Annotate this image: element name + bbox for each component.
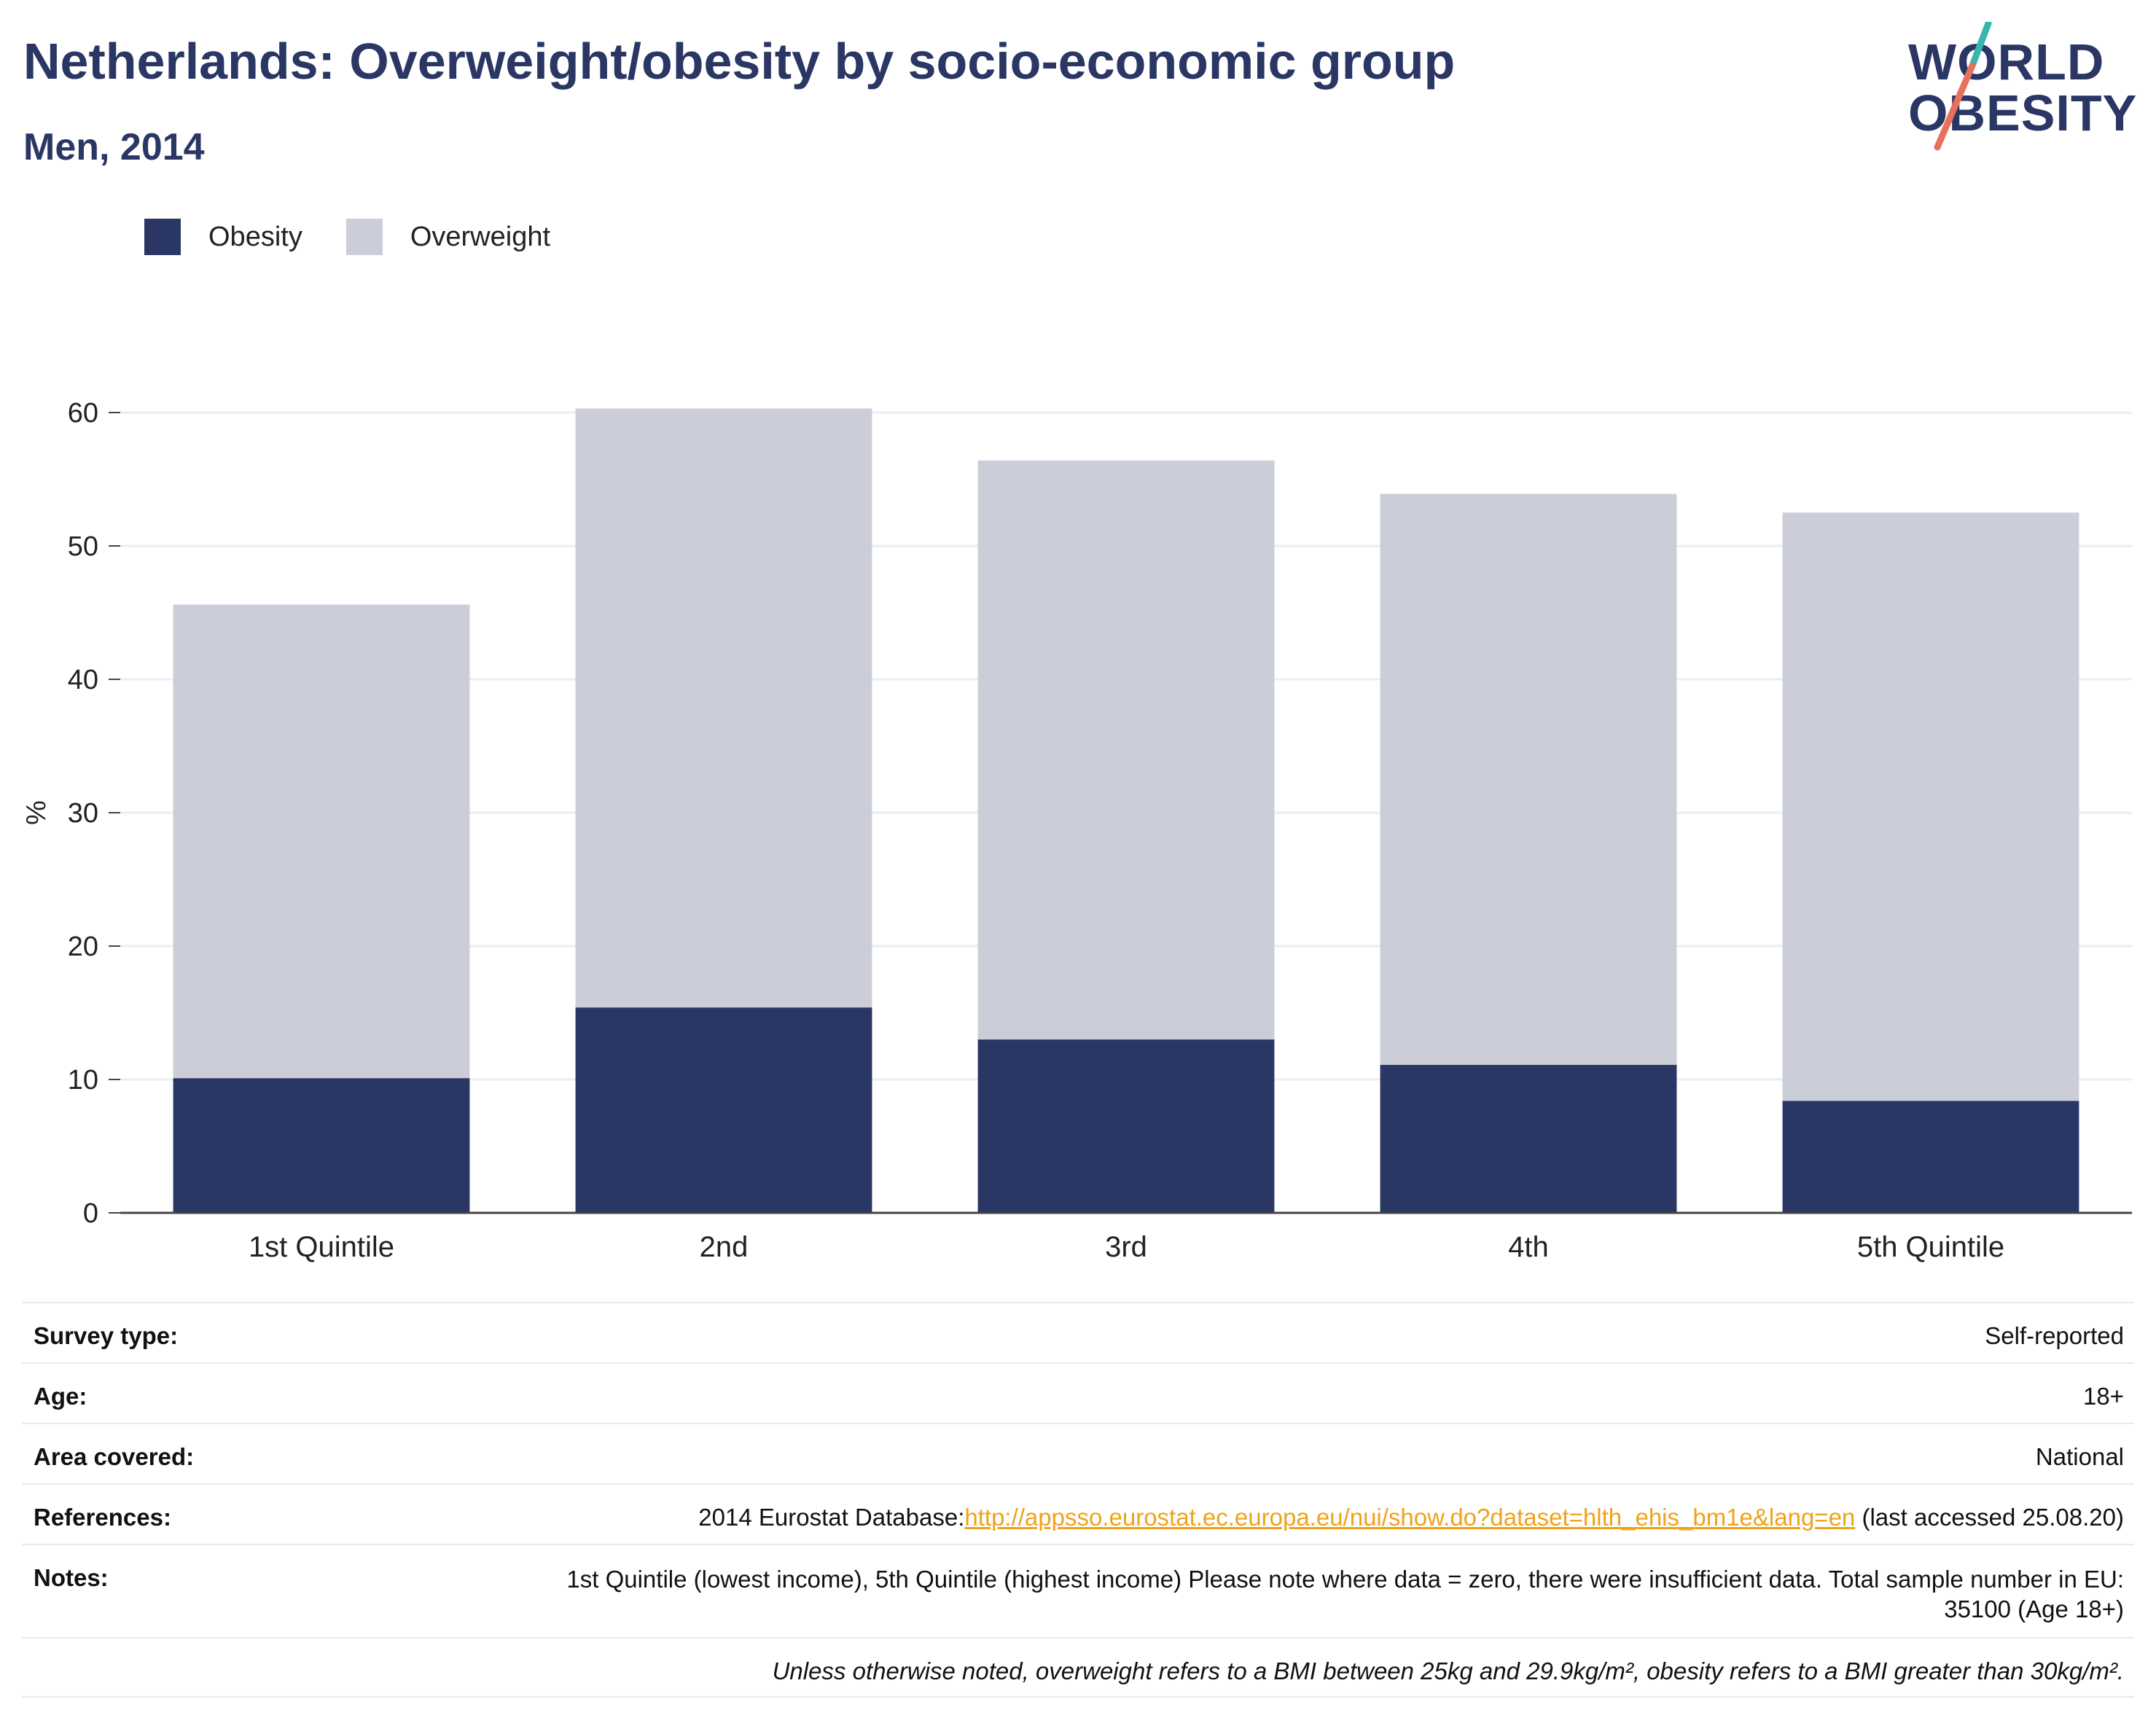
age-value: 18+	[2083, 1383, 2124, 1410]
chart-legend: Obesity Overweight	[144, 215, 594, 259]
bar-overweight-2[interactable]	[575, 408, 872, 1008]
bar-obesity-1[interactable]	[173, 1078, 470, 1213]
info-row-survey-type: Survey type: Self-reported	[22, 1302, 2134, 1362]
y-tick-label: 10	[68, 1065, 98, 1096]
references-label: References:	[34, 1504, 171, 1531]
y-tick-label: 0	[83, 1198, 98, 1229]
x-tick-label: 4th	[1508, 1231, 1549, 1263]
bar-overweight-3[interactable]	[977, 460, 1275, 1040]
y-tick-label: 30	[68, 798, 98, 829]
bar-obesity-2[interactable]	[575, 1007, 872, 1213]
chart-title: Netherlands: Overweight/obesity by socio…	[23, 33, 1456, 90]
x-tick-label: 1st Quintile	[249, 1231, 394, 1263]
world-obesity-logo: WORLD OBESITY	[1901, 22, 2141, 153]
references-suffix: (last accessed 25.08.20)	[1855, 1504, 2124, 1531]
references-prefix: 2014 Eurostat Database:	[698, 1504, 965, 1531]
y-tick-label: 60	[68, 398, 98, 429]
y-axis-label: %	[21, 800, 52, 825]
x-tick-label: 3rd	[1105, 1231, 1147, 1263]
y-tick-label: 40	[68, 665, 98, 695]
survey-type-value: Self-reported	[1985, 1322, 2124, 1349]
legend-item-overweight[interactable]: Overweight	[345, 219, 551, 255]
legend-swatch-overweight	[345, 219, 383, 255]
footnote-text: Unless otherwise noted, overweight refer…	[772, 1657, 2124, 1684]
info-row-references: References: 2014 Eurostat Database:http:…	[22, 1483, 2134, 1544]
notes-value: 1st Quintile (lowest income), 5th Quinti…	[566, 1566, 2124, 1623]
bars	[173, 408, 2079, 1213]
bar-obesity-5[interactable]	[1782, 1101, 2079, 1213]
bar-chart: 0 10 20 30 40 50 60 1st Quintile 2nd 3rd 4th 5th Q…	[21, 398, 2132, 1263]
chart-subtitle: Men, 2014	[23, 126, 205, 168]
references-link[interactable]: http://appsso.eurostat.ec.europa.eu/nui/…	[964, 1504, 1856, 1531]
info-row-notes: Notes: 1st Quintile (lowest income), 5th…	[22, 1544, 2134, 1637]
logo-word-world: WORLD	[1908, 34, 2105, 90]
bar-overweight-5[interactable]	[1782, 512, 2079, 1101]
area-label: Area covered:	[34, 1443, 195, 1470]
info-row-footnote: Unless otherwise noted, overweight refer…	[22, 1637, 2134, 1698]
survey-type-label: Survey type:	[34, 1322, 179, 1349]
info-table: Survey type: Self-reported Age: 18+ Area…	[22, 1302, 2134, 1698]
references-value: 2014 Eurostat Database:http://appsso.eur…	[698, 1504, 2124, 1544]
y-tick-label: 20	[68, 932, 98, 962]
bar-overweight-1[interactable]	[173, 604, 470, 1079]
x-tick-label: 2nd	[700, 1231, 749, 1263]
legend-label-overweight: Overweight	[410, 221, 551, 252]
legend-label-obesity: Obesity	[208, 221, 302, 252]
logo-slash-icon	[1934, 22, 1992, 151]
info-row-area: Area covered: National	[22, 1423, 2134, 1483]
x-axis-labels: 1st Quintile 2nd 3rd 4th 5th Quintile	[249, 1231, 2004, 1263]
notes-label: Notes:	[34, 1564, 109, 1591]
legend-item-obesity[interactable]: Obesity	[144, 219, 302, 255]
bar-obesity-4[interactable]	[1380, 1064, 1677, 1213]
y-tick-label: 50	[68, 531, 98, 562]
area-value: National	[2035, 1443, 2124, 1470]
info-row-age: Age: 18+	[22, 1362, 2134, 1423]
bar-overweight-4[interactable]	[1380, 493, 1677, 1065]
x-tick-label: 5th Quintile	[1857, 1231, 2004, 1263]
bar-obesity-3[interactable]	[977, 1039, 1275, 1213]
legend-swatch-obesity	[144, 219, 181, 255]
y-axis-ticks: 0 10 20 30 40 50 60	[68, 398, 120, 1229]
age-label: Age:	[34, 1383, 87, 1410]
